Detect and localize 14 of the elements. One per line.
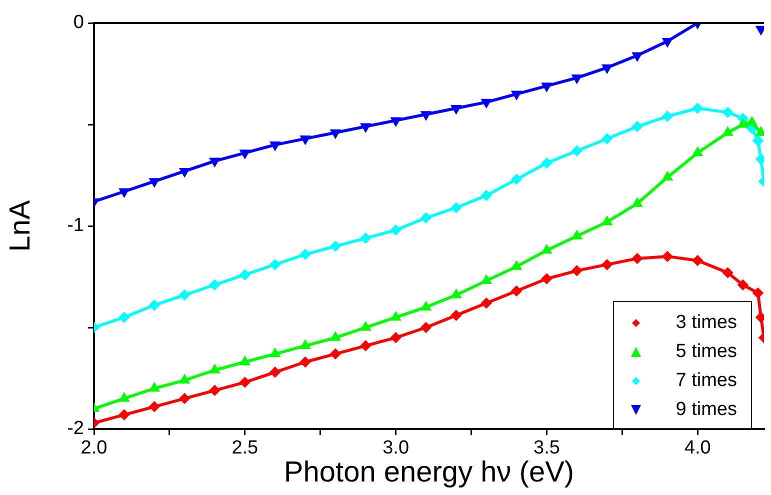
legend-label: 5 times bbox=[676, 340, 737, 364]
y-tick-label: 0 bbox=[73, 12, 84, 34]
y-tick-label: -2 bbox=[67, 418, 84, 440]
x-axis-title: Photon energy hν (eV) bbox=[284, 456, 574, 489]
x-tick-label: 4.0 bbox=[684, 438, 711, 459]
y-axis-title: LnA bbox=[4, 200, 36, 252]
legend-label: 3 times bbox=[676, 311, 737, 335]
legend-label: 9 times bbox=[676, 398, 737, 422]
x-tick-label: 3.0 bbox=[382, 438, 410, 459]
x-tick-label: 3.5 bbox=[533, 438, 560, 459]
x-tick-label: 2.0 bbox=[80, 438, 108, 459]
x-tick-label: 2.5 bbox=[232, 438, 258, 459]
y-tick-label: -1 bbox=[67, 215, 84, 236]
legend-label: 7 times bbox=[676, 369, 737, 393]
